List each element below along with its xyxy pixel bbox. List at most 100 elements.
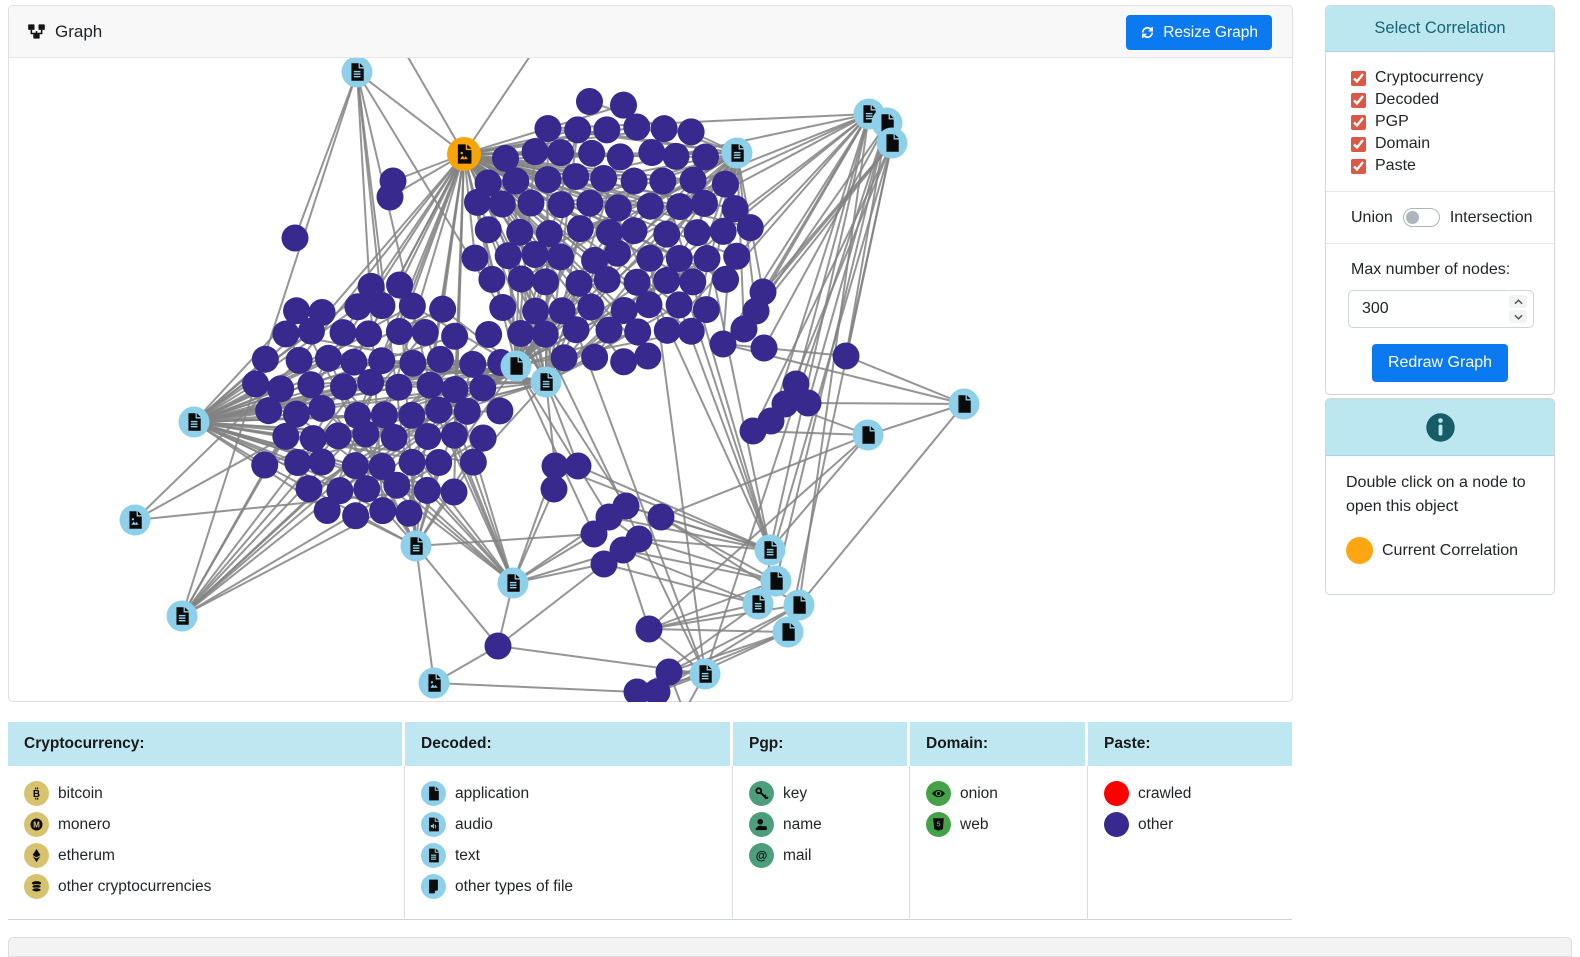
graph-node-paste[interactable] bbox=[594, 266, 621, 293]
graph-node-paste[interactable] bbox=[385, 374, 412, 401]
graph-node-paste[interactable] bbox=[368, 347, 395, 374]
graph-node-paste[interactable] bbox=[358, 273, 385, 300]
graph-node-paste[interactable] bbox=[340, 349, 367, 376]
graph-node-paste[interactable] bbox=[330, 319, 357, 346]
graph-node-paste[interactable] bbox=[315, 345, 342, 372]
graph-node-paste[interactable] bbox=[282, 225, 309, 252]
union-intersection-toggle[interactable] bbox=[1403, 208, 1440, 227]
correlation-graph[interactable] bbox=[9, 58, 1292, 702]
graph-node-paste[interactable] bbox=[255, 397, 282, 424]
graph-node-paste[interactable] bbox=[547, 139, 574, 166]
graph-node-paste[interactable] bbox=[693, 245, 720, 272]
graph-node-paste[interactable] bbox=[441, 422, 468, 449]
filter-checkbox-label[interactable]: Cryptocurrency bbox=[1351, 69, 1554, 87]
graph-node-paste[interactable] bbox=[636, 245, 663, 272]
graph-node-paste[interactable] bbox=[377, 184, 404, 211]
filter-checkbox-label[interactable]: PGP bbox=[1351, 113, 1554, 131]
graph-node-paste[interactable] bbox=[485, 633, 512, 660]
graph-node-paste[interactable] bbox=[355, 320, 382, 347]
max-nodes-input[interactable]: 300 bbox=[1348, 290, 1534, 328]
graph-node-paste[interactable] bbox=[751, 335, 778, 362]
graph-node-paste[interactable] bbox=[567, 215, 594, 242]
graph-node-paste[interactable] bbox=[252, 346, 279, 373]
graph-node-paste[interactable] bbox=[429, 296, 456, 323]
graph-node-paste[interactable] bbox=[534, 166, 561, 193]
graph-node-paste[interactable] bbox=[613, 493, 640, 520]
graph-node-paste[interactable] bbox=[469, 374, 496, 401]
graph-node-paste[interactable] bbox=[308, 449, 335, 476]
graph-node-paste[interactable] bbox=[651, 115, 678, 142]
graph-node-paste[interactable] bbox=[489, 294, 516, 321]
graph-node-paste[interactable] bbox=[649, 168, 676, 195]
graph-node-paste[interactable] bbox=[532, 268, 559, 295]
graph-node-paste[interactable] bbox=[607, 143, 634, 170]
graph-node-paste[interactable] bbox=[637, 193, 664, 220]
graph-node-paste[interactable] bbox=[486, 397, 513, 424]
graph-node-paste[interactable] bbox=[522, 138, 549, 165]
graph-node-paste[interactable] bbox=[386, 318, 413, 345]
graph-node-paste[interactable] bbox=[541, 476, 568, 503]
graph-node-paste[interactable] bbox=[417, 372, 444, 399]
graph-node-paste[interactable] bbox=[740, 418, 767, 445]
graph-node-paste[interactable] bbox=[300, 425, 327, 452]
graph-node-paste[interactable] bbox=[542, 453, 569, 480]
graph-node-paste[interactable] bbox=[692, 143, 719, 170]
graph-node-paste[interactable] bbox=[460, 449, 487, 476]
graph-node-paste[interactable] bbox=[551, 344, 578, 371]
filter-checkbox-domain[interactable] bbox=[1351, 137, 1366, 152]
graph-node-paste[interactable] bbox=[521, 241, 548, 268]
graph-node-paste[interactable] bbox=[604, 240, 631, 267]
graph-node-paste[interactable] bbox=[369, 497, 396, 524]
graph-node-paste[interactable] bbox=[680, 167, 707, 194]
graph-node-paste[interactable] bbox=[590, 165, 617, 192]
graph-node-paste[interactable] bbox=[710, 331, 737, 358]
graph-node-paste[interactable] bbox=[508, 265, 535, 292]
graph-node-paste[interactable] bbox=[795, 390, 822, 417]
filter-checkbox-cryptocurrency[interactable] bbox=[1351, 71, 1366, 86]
graph-node-paste[interactable] bbox=[532, 321, 559, 348]
graph-node-paste[interactable] bbox=[470, 424, 497, 451]
graph-node-paste[interactable] bbox=[475, 321, 502, 348]
graph-node-paste[interactable] bbox=[576, 190, 603, 217]
graph-node-paste[interactable] bbox=[464, 189, 491, 216]
graph-node-paste[interactable] bbox=[678, 318, 705, 345]
graph-node-paste[interactable] bbox=[666, 193, 693, 220]
graph-node-paste[interactable] bbox=[297, 371, 324, 398]
filter-checkbox-label[interactable]: Paste bbox=[1351, 157, 1554, 175]
graph-node-paste[interactable] bbox=[325, 422, 352, 449]
spinner-up-button[interactable] bbox=[1509, 295, 1527, 308]
graph-node-paste[interactable] bbox=[414, 477, 441, 504]
graph-node-paste[interactable] bbox=[566, 270, 593, 297]
graph-node-paste[interactable] bbox=[591, 551, 618, 578]
graph-node-paste[interactable] bbox=[678, 118, 705, 145]
graph-node-paste[interactable] bbox=[462, 245, 489, 272]
graph-node-paste[interactable] bbox=[638, 139, 665, 166]
graph-node-paste[interactable] bbox=[507, 320, 534, 347]
graph-node-paste[interactable] bbox=[475, 216, 502, 243]
graph-node-paste[interactable] bbox=[534, 115, 561, 142]
graph-node-paste[interactable] bbox=[693, 296, 720, 323]
graph-node-paste[interactable] bbox=[395, 500, 422, 527]
graph-node-paste[interactable] bbox=[414, 423, 441, 450]
graph-node-paste[interactable] bbox=[605, 194, 632, 221]
graph-node-paste[interactable] bbox=[342, 452, 369, 479]
graph-node-paste[interactable] bbox=[662, 143, 689, 170]
graph-node-paste[interactable] bbox=[578, 140, 605, 167]
graph-node-paste[interactable] bbox=[712, 171, 739, 198]
graph-node-paste[interactable] bbox=[737, 214, 764, 241]
graph-node-paste[interactable] bbox=[684, 219, 711, 246]
graph-node-paste[interactable] bbox=[330, 373, 357, 400]
graph-node-paste[interactable] bbox=[621, 217, 648, 244]
graph-node-paste[interactable] bbox=[610, 348, 637, 375]
filter-checkbox-label[interactable]: Decoded bbox=[1351, 91, 1554, 109]
graph-node-paste[interactable] bbox=[427, 346, 454, 373]
graph-node-paste[interactable] bbox=[564, 116, 591, 143]
graph-node-paste[interactable] bbox=[242, 370, 269, 397]
graph-node-paste[interactable] bbox=[522, 298, 549, 325]
graph-node-paste[interactable] bbox=[654, 317, 681, 344]
graph-node-paste[interactable] bbox=[653, 267, 680, 294]
graph-node-paste[interactable] bbox=[624, 318, 651, 345]
graph-node-paste[interactable] bbox=[492, 145, 519, 172]
spinner-down-button[interactable] bbox=[1509, 310, 1527, 323]
graph-node-paste[interactable] bbox=[399, 449, 426, 476]
